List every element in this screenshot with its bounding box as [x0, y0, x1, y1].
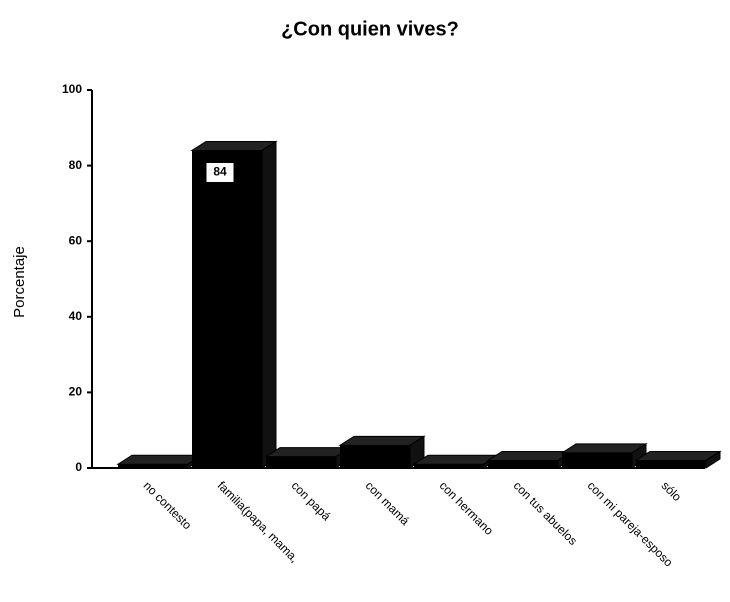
bar	[486, 450, 574, 469]
bar-front	[192, 150, 262, 469]
bar-front	[118, 464, 188, 468]
bar	[190, 140, 278, 469]
bar-front	[488, 460, 558, 468]
x-tick-label: no contesto	[141, 478, 195, 532]
bar	[560, 442, 648, 469]
y-tick-label: 100	[62, 82, 82, 96]
chart-title: ¿Con quien vives?	[281, 18, 459, 40]
bar	[634, 450, 722, 469]
bar-front	[636, 460, 706, 468]
bar	[264, 446, 352, 469]
x-tick-label: con papá	[289, 478, 334, 523]
y-tick-label: 80	[69, 158, 83, 172]
y-tick-label: 40	[69, 309, 83, 323]
x-tick-label: con hermano	[437, 478, 497, 538]
bar	[338, 435, 426, 469]
x-tick-label: con mamá	[363, 478, 413, 528]
y-tick-label: 60	[69, 233, 83, 247]
bar	[412, 454, 500, 469]
bar	[116, 454, 204, 469]
value-label-box	[205, 161, 235, 183]
bar-side	[261, 140, 277, 469]
bar-front	[414, 464, 484, 468]
bar-front	[562, 452, 632, 468]
bar-front	[340, 445, 410, 468]
x-tick-label: sólo	[659, 478, 685, 504]
x-tick-label: con tus abuelos	[511, 478, 580, 547]
x-tick-label: familia(papa, mama,	[215, 478, 302, 565]
x-tick-label: con mi pareja-esposo	[585, 478, 676, 569]
value-label: 84	[213, 165, 227, 179]
y-axis-label: Porcentaje	[11, 246, 28, 318]
y-tick-label: 20	[69, 385, 83, 399]
bar-front	[266, 456, 336, 468]
y-tick-label: 0	[75, 460, 82, 474]
